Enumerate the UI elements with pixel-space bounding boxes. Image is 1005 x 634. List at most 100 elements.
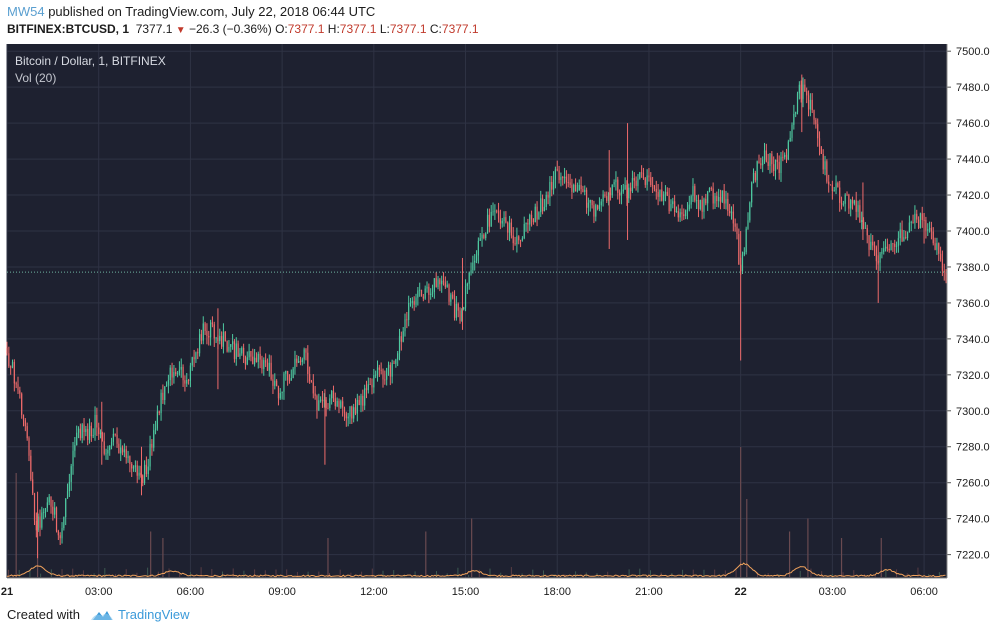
candle-body <box>450 294 452 302</box>
candle-body <box>457 303 459 311</box>
candle-body <box>547 195 549 198</box>
candle-body <box>134 465 136 468</box>
candle-body <box>596 205 599 209</box>
plot-area[interactable] <box>7 44 947 578</box>
candle-body <box>925 220 927 231</box>
candle-body <box>620 191 623 196</box>
candle-body <box>184 380 186 384</box>
candle-body <box>136 465 138 476</box>
candle-body <box>132 467 135 469</box>
candle-body <box>567 182 569 184</box>
candle-body <box>815 119 817 125</box>
candle-body <box>833 190 835 192</box>
candle-body <box>384 379 386 381</box>
author-link[interactable]: MW54 <box>7 4 45 19</box>
candle-body <box>318 400 320 411</box>
candle-body <box>354 407 357 414</box>
candle-body <box>433 278 435 292</box>
candle-body <box>886 246 888 249</box>
candle-body <box>138 472 140 476</box>
candle-body <box>917 219 920 229</box>
x-tick-label: 03:00 <box>819 586 847 598</box>
candle-body <box>674 201 676 212</box>
price-axis[interactable]: 7220.0 7240.0 7260.0 7280.0 7300.0 7320.0 7340… <box>946 44 990 578</box>
candle-body <box>274 380 276 386</box>
candle-body <box>224 331 226 342</box>
candle-body <box>110 441 113 446</box>
candle-body <box>736 226 738 234</box>
candle-body <box>444 282 446 287</box>
candle-body <box>738 233 740 265</box>
candle-body <box>413 301 415 305</box>
candle-body <box>336 401 338 407</box>
candle-body <box>518 236 520 241</box>
candle-body <box>65 498 67 518</box>
candle-body <box>589 200 591 203</box>
candle-body <box>233 341 236 359</box>
time-axis[interactable]: 21 03:00 06:00 09:00 12:00 15:00 18:00 21:00 22 0… <box>1 577 947 598</box>
candle-body <box>488 214 490 227</box>
candle-body <box>169 367 171 381</box>
candle-body <box>804 84 806 92</box>
candle-body <box>145 464 147 475</box>
candle-body <box>686 209 689 211</box>
candle-body <box>862 220 865 229</box>
candle-body <box>582 189 584 192</box>
candle-body <box>884 246 887 249</box>
candle-body <box>857 205 859 212</box>
candle-body <box>798 84 800 94</box>
candle-body <box>39 516 41 528</box>
candle-body <box>299 361 302 363</box>
candle-body <box>90 425 92 437</box>
candle-body <box>872 241 874 246</box>
candle-body <box>565 176 568 183</box>
candle-body <box>358 400 360 406</box>
candle-body <box>386 368 388 380</box>
open-label: O: <box>275 22 288 36</box>
candle-body <box>848 194 850 209</box>
candle-body <box>934 243 936 250</box>
candle-body <box>919 213 922 229</box>
candle-body <box>523 224 525 239</box>
candle-body <box>497 210 500 219</box>
candle-body <box>516 236 518 245</box>
candle-body <box>193 357 195 360</box>
candle-body <box>831 184 833 192</box>
candle-body <box>745 228 747 253</box>
tradingview-link[interactable]: TradingView <box>117 607 190 622</box>
candle-body <box>727 198 729 211</box>
candle-body <box>492 211 494 213</box>
candle-body <box>435 278 437 287</box>
candle-body <box>143 464 146 483</box>
tradingview-logo-icon[interactable] <box>90 608 114 622</box>
candle-body <box>10 366 12 368</box>
candle-body <box>406 319 408 321</box>
candle-body <box>655 188 657 192</box>
candle-body <box>281 391 283 394</box>
candle-body <box>191 357 193 366</box>
candle-body <box>598 205 601 209</box>
candle-body <box>615 179 617 183</box>
candle-body <box>88 425 91 440</box>
candle-body <box>220 336 223 347</box>
open-value: 7377.1 <box>287 22 325 36</box>
price-chart[interactable]: Bitcoin / Dollar, 1, BITFINEX Vol (20) 7… <box>0 42 1005 602</box>
candle-body <box>574 184 577 192</box>
candle-body <box>76 432 78 446</box>
candle-body <box>477 240 479 256</box>
x-tick-label: 22 <box>735 586 747 598</box>
candle-body <box>554 169 557 180</box>
candle-body <box>697 200 700 209</box>
candle-body <box>248 351 250 358</box>
y-tick-label: 7220.0 <box>956 550 990 562</box>
candle-body <box>186 380 188 384</box>
candle-body <box>897 238 899 246</box>
candle-body <box>677 211 679 218</box>
candle-body <box>637 178 639 186</box>
candle-body <box>72 450 74 467</box>
candle-body <box>353 407 355 419</box>
candle-body <box>332 390 335 399</box>
candle-body <box>239 353 241 357</box>
x-tick-label: 06:00 <box>910 586 938 598</box>
candle-body <box>393 362 395 364</box>
